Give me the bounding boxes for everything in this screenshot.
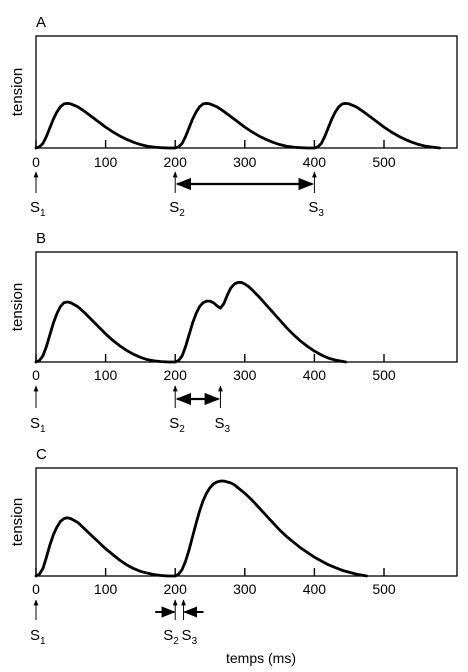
stimulus-subscript: 1: [40, 208, 46, 219]
plot-frame: [35, 467, 458, 577]
stimulus-label-s2: S2: [163, 627, 179, 647]
x-tick-label: 300: [233, 581, 257, 597]
panel-label: C: [36, 446, 47, 463]
stimulus-subscript: 3: [224, 424, 230, 435]
stimulus-subscript: 3: [318, 208, 324, 219]
stimulus-label-s3: S3: [182, 627, 198, 647]
x-tick-label: 300: [233, 154, 257, 170]
stimulus-letter: S: [169, 199, 179, 216]
stimulus-label-s1: S1: [30, 627, 46, 647]
stimulus-subscript: 3: [192, 636, 198, 647]
plot-frame: [35, 251, 458, 363]
plot-frame: [35, 35, 458, 149]
stimulus-label-s3: S3: [308, 199, 324, 219]
x-axis-label: temps (ms): [226, 650, 296, 666]
x-tick-label: 100: [94, 367, 118, 383]
x-tick-label: 100: [94, 154, 118, 170]
tension-curve: [34, 281, 348, 364]
x-tick-label: 0: [32, 367, 40, 383]
stimulus-letter: S: [163, 627, 173, 644]
x-tick-label: 0: [32, 154, 40, 170]
stimulus-label-s2: S2: [169, 199, 185, 219]
stimulus-subscript: 2: [179, 208, 185, 219]
stimulus-letter: S: [30, 415, 40, 432]
x-tick-label: 500: [372, 154, 396, 170]
x-tick-label: 400: [303, 367, 327, 383]
stimulus-subscript: 1: [40, 424, 46, 435]
tension-curve: [34, 479, 368, 578]
stimulus-letter: S: [214, 415, 224, 432]
panel-label: B: [36, 230, 46, 247]
stimulus-label-s3: S3: [214, 415, 230, 435]
stimulus-label-s1: S1: [30, 199, 46, 219]
x-tick-label: 500: [372, 581, 396, 597]
stimulus-label-s2: S2: [169, 415, 185, 435]
stimulus-letter: S: [169, 415, 179, 432]
y-axis-label: tension: [9, 498, 26, 546]
y-axis-label: tension: [9, 283, 26, 331]
x-tick-label: 0: [32, 581, 40, 597]
x-tick-label: 400: [303, 581, 327, 597]
stimulus-letter: S: [182, 627, 192, 644]
stimulus-subscript: 2: [173, 636, 179, 647]
tension-curve: [34, 101, 442, 150]
x-tick-label: 200: [164, 581, 188, 597]
x-tick-label: 300: [233, 367, 257, 383]
stimulus-subscript: 1: [40, 636, 46, 647]
y-axis-label: tension: [9, 68, 26, 116]
panel-label: A: [36, 14, 46, 31]
stimulus-letter: S: [30, 627, 40, 644]
stimulus-subscript: 2: [179, 424, 185, 435]
x-tick-label: 200: [164, 367, 188, 383]
x-tick-label: 100: [94, 581, 118, 597]
stimulus-letter: S: [308, 199, 318, 216]
stimulus-letter: S: [30, 199, 40, 216]
stimulus-label-s1: S1: [30, 415, 46, 435]
x-tick-label: 200: [164, 154, 188, 170]
x-tick-label: 500: [372, 367, 396, 383]
x-tick-label: 400: [303, 154, 327, 170]
